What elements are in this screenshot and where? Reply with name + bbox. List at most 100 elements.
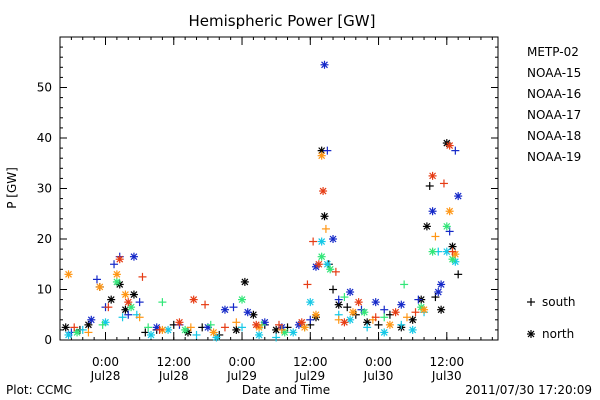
data-point-south: [454, 270, 463, 279]
data-point-south: [138, 272, 147, 281]
data-point-north: [147, 330, 156, 339]
data-point-north: [175, 318, 184, 327]
data-point-north: [391, 308, 400, 317]
data-point-south: [439, 179, 448, 188]
data-point-south: [220, 323, 229, 332]
data-point-north: [428, 171, 437, 180]
data-point-south: [70, 323, 79, 332]
footer-timestamp: 2011/07/30 17:20:09: [465, 383, 592, 397]
data-point-north: [354, 298, 363, 307]
x-axis-label: Date and Time: [242, 383, 330, 397]
data-point-north: [323, 260, 332, 269]
legend-entry: METP-02: [527, 45, 579, 59]
data-point-south: [158, 298, 167, 307]
y-tick-label: 10: [37, 283, 52, 297]
data-point-south: [380, 313, 389, 322]
data-point-north: [189, 295, 198, 304]
data-point-south: [340, 293, 349, 302]
footer-credit: Plot: CCMC: [6, 383, 72, 397]
data-point-south: [400, 280, 409, 289]
data-point-north: [255, 330, 264, 339]
data-point-south: [238, 323, 247, 332]
data-point-north: [238, 295, 247, 304]
data-point-south: [448, 247, 457, 256]
data-point-north: [437, 305, 446, 314]
legend: METP-02 NOAA-15 NOAA-16 NOAA-17 NOAA-18 NOAA-…: [527, 45, 581, 164]
x-tick-label: 12:00: [156, 355, 191, 369]
data-point-north: [252, 320, 261, 329]
x-tick-date-label: Jul30: [431, 369, 462, 383]
data-point-north: [320, 212, 329, 221]
data-point-north: [129, 290, 138, 299]
data-point-south: [334, 295, 343, 304]
data-point-south: [92, 275, 101, 284]
x-tick-label: 12:00: [293, 355, 328, 369]
data-point-north: [420, 305, 429, 314]
data-point-north: [428, 247, 437, 256]
data-point-north: [240, 277, 249, 286]
data-point-south: [303, 280, 312, 289]
data-point-south: [451, 146, 460, 155]
data-point-south: [425, 181, 434, 190]
data-point-south: [374, 320, 383, 329]
data-point-north: [306, 298, 315, 307]
data-point-south: [306, 315, 315, 324]
data-point-north: [445, 141, 454, 150]
x-tick-label: 0:00: [365, 355, 392, 369]
x-tick-date-label: Jul28: [158, 369, 189, 383]
x-tick-date-label: Jul29: [294, 369, 325, 383]
x-tick-date-label: Jul30: [363, 369, 394, 383]
legend-entry: NOAA-17: [527, 108, 581, 122]
data-point-south: [124, 310, 133, 319]
data-point-north: [428, 207, 437, 216]
data-point-north: [127, 303, 136, 312]
data-point-south: [411, 308, 420, 317]
marker-legend-symbol: [527, 330, 535, 338]
data-point-north: [317, 252, 326, 261]
data-point-south: [186, 323, 195, 332]
data-point-south: [371, 313, 380, 322]
data-point-north: [61, 323, 70, 332]
data-point-south: [98, 320, 107, 329]
data-point-north: [348, 308, 357, 317]
data-point-north: [317, 151, 326, 160]
data-point-north: [445, 207, 454, 216]
data-point-south: [272, 333, 281, 342]
x-tick-label: 0:00: [92, 355, 119, 369]
data-point-north: [64, 330, 73, 339]
marker-legend-label: north: [542, 327, 574, 341]
data-point-south: [397, 320, 406, 329]
data-point-north: [112, 277, 121, 286]
data-point-north: [314, 260, 323, 269]
data-point-south: [329, 285, 338, 294]
data-point-south: [343, 303, 352, 312]
data-point-south: [144, 323, 153, 332]
data-point-north: [107, 295, 116, 304]
legend-entry: NOAA-18: [527, 129, 581, 143]
data-point-south: [309, 237, 318, 246]
data-point-north: [371, 298, 380, 307]
data-point-north: [422, 222, 431, 231]
x-tick-label: 0:00: [229, 355, 256, 369]
data-point-north: [73, 328, 82, 337]
data-point-north: [87, 315, 96, 324]
y-tick-label: 50: [37, 81, 52, 95]
data-point-south: [323, 146, 332, 155]
y-tick-label: 0: [44, 333, 52, 347]
data-point-south: [414, 295, 423, 304]
data-point-north: [437, 280, 446, 289]
data-point-north: [129, 252, 138, 261]
data-point-south: [110, 260, 119, 269]
data-point-south: [380, 305, 389, 314]
y-tick-label: 40: [37, 131, 52, 145]
marker-legend: south north: [527, 295, 576, 341]
data-point-south: [232, 318, 241, 327]
data-point-south: [84, 328, 93, 337]
legend-entry: NOAA-15: [527, 66, 581, 80]
data-point-south: [402, 313, 411, 322]
data-point-south: [104, 303, 113, 312]
data-point-north: [124, 298, 133, 307]
x-tick-label: 12:00: [430, 355, 465, 369]
data-point-north: [385, 320, 394, 329]
